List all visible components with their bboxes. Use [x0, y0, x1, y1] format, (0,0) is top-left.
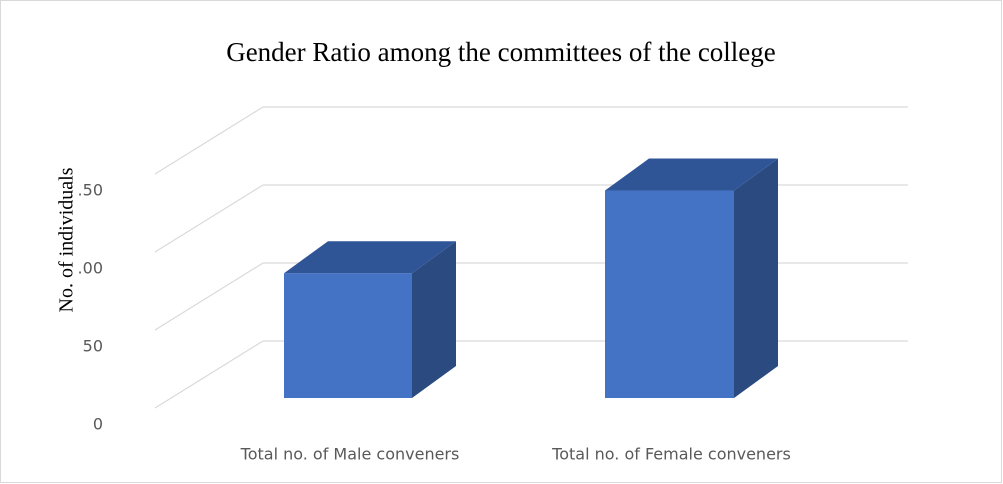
bar — [605, 190, 734, 398]
bar-top — [605, 158, 778, 191]
grid-line — [154, 184, 264, 253]
grid-line — [154, 340, 264, 409]
bar-side — [734, 158, 778, 398]
y-tick-label: 0 — [93, 415, 103, 434]
grid-line — [154, 262, 264, 331]
bar-top — [284, 241, 456, 274]
bar — [284, 273, 412, 398]
x-tick-label: Total no. of Female conveners — [551, 445, 791, 464]
y-tick-label: 50 — [83, 337, 103, 356]
bar-side — [412, 241, 456, 398]
y-axis-label: No. of individuals — [56, 167, 78, 312]
x-tick-label: Total no. of Male conveners — [240, 445, 460, 464]
grid-line — [154, 106, 264, 175]
y-tick-label: .50 — [78, 181, 103, 200]
y-tick-label: .00 — [78, 259, 103, 278]
chart-title: Gender Ratio among the committees of the… — [226, 37, 776, 67]
